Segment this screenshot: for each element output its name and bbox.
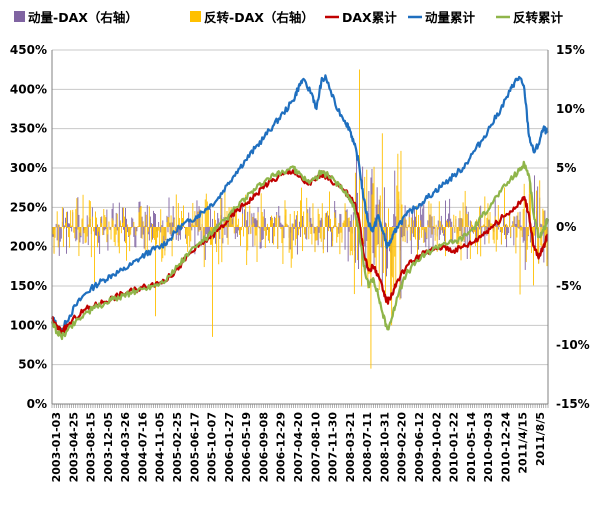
x-tick-26: 2010-12-24 bbox=[499, 412, 512, 483]
x-tick-0: 2003-01-03 bbox=[50, 412, 63, 482]
legend-label-1: 反转-DAX（右轴） bbox=[204, 10, 314, 25]
y-right-tick-2: -5% bbox=[556, 279, 581, 293]
legend-label-2: DAX累计 bbox=[342, 10, 397, 25]
x-tick-19: 2008-10-31 bbox=[378, 412, 391, 482]
series-line-0 bbox=[51, 74, 549, 334]
x-tick-6: 2004-11-05 bbox=[154, 412, 167, 482]
y-left-tick-2: 100% bbox=[10, 318, 47, 332]
x-tick-11: 2006-05-19 bbox=[240, 412, 253, 482]
y-left-tick-3: 150% bbox=[10, 279, 47, 293]
x-tick-17: 2008-03-21 bbox=[344, 412, 357, 482]
x-tick-2: 2003-08-15 bbox=[85, 412, 98, 482]
x-tick-1: 2003-04-25 bbox=[67, 412, 80, 482]
y-left-tick-1: 50% bbox=[18, 358, 47, 372]
legend-label-4: 反转累计 bbox=[513, 10, 564, 25]
axes bbox=[51, 50, 549, 408]
legend-swatch-1 bbox=[190, 11, 201, 22]
x-tick-25: 2010-09-03 bbox=[482, 412, 495, 482]
x-tick-20: 2009-02-20 bbox=[396, 412, 409, 483]
y-right-tick-1: -10% bbox=[556, 338, 590, 352]
y-left-tick-7: 350% bbox=[10, 122, 47, 136]
x-tick-5: 2004-07-16 bbox=[136, 412, 149, 483]
legend-item-2: DAX累计 bbox=[325, 10, 397, 25]
series-line-2 bbox=[50, 160, 550, 341]
x-tick-8: 2005-06-17 bbox=[188, 412, 201, 482]
legend-item-1: 反转-DAX（右轴） bbox=[190, 10, 314, 25]
x-tick-24: 2010-05-14 bbox=[465, 412, 478, 483]
y-right-tick-3: 0% bbox=[556, 220, 576, 234]
x-tick-4: 2004-03-26 bbox=[119, 412, 132, 483]
y-right-tick-6: 15% bbox=[556, 43, 585, 57]
x-tick-28: 2011/8/5 bbox=[534, 412, 547, 466]
legend-swatch-0 bbox=[14, 11, 25, 22]
y-right-tick-0: -15% bbox=[556, 397, 590, 411]
x-tick-18: 2008-07-11 bbox=[361, 412, 374, 482]
legend-label-0: 动量-DAX（右轴） bbox=[28, 10, 138, 25]
x-tick-16: 2007-11-30 bbox=[327, 412, 340, 483]
x-tick-14: 2007-04-20 bbox=[292, 412, 305, 483]
legend: 动量-DAX（右轴） 反转-DAX（右轴） DAX累计 动量累计 反转累计 bbox=[14, 10, 564, 25]
x-tick-10: 2006-01-27 bbox=[223, 412, 236, 482]
x-tick-27: 2011/4/15 bbox=[517, 412, 530, 474]
y-left-tick-6: 300% bbox=[10, 161, 47, 175]
y-axis-right: -15% -10% -5% 0% 5% 10% 15% bbox=[556, 43, 590, 411]
x-tick-9: 2005-10-07 bbox=[206, 412, 219, 482]
y-left-tick-0: 0% bbox=[27, 397, 47, 411]
x-tick-22: 2009-10-02 bbox=[430, 412, 443, 482]
legend-item-3: 动量累计 bbox=[408, 10, 476, 25]
legend-label-3: 动量累计 bbox=[425, 10, 476, 25]
y-right-tick-4: 5% bbox=[556, 161, 576, 175]
legend-item-4: 反转累计 bbox=[496, 10, 564, 25]
x-tick-23: 2010-01-22 bbox=[448, 412, 461, 482]
bar-series bbox=[51, 69, 549, 369]
x-tick-3: 2003-12-05 bbox=[102, 412, 115, 482]
x-axis: 2003-01-03 2003-04-25 2003-08-15 2003-12-05… bbox=[50, 412, 547, 483]
x-tick-12: 2006-09-08 bbox=[257, 412, 270, 482]
y-left-tick-5: 250% bbox=[10, 200, 47, 214]
legend-item-0: 动量-DAX（右轴） bbox=[14, 10, 138, 25]
line-series bbox=[50, 74, 550, 341]
x-tick-15: 2007-08-10 bbox=[309, 412, 322, 483]
y-left-tick-9: 450% bbox=[10, 43, 47, 57]
y-right-tick-5: 10% bbox=[556, 102, 585, 116]
x-tick-21: 2009-06-12 bbox=[413, 412, 426, 482]
x-tick-7: 2005-02-25 bbox=[171, 412, 184, 482]
x-tick-13: 2006-12-29 bbox=[275, 412, 288, 482]
y-left-tick-4: 200% bbox=[10, 240, 47, 254]
y-left-tick-8: 400% bbox=[10, 82, 47, 96]
y-axis-left: 0% 50% 100% 150% 200% 250% 300% 350% 400% 450% bbox=[10, 43, 47, 411]
